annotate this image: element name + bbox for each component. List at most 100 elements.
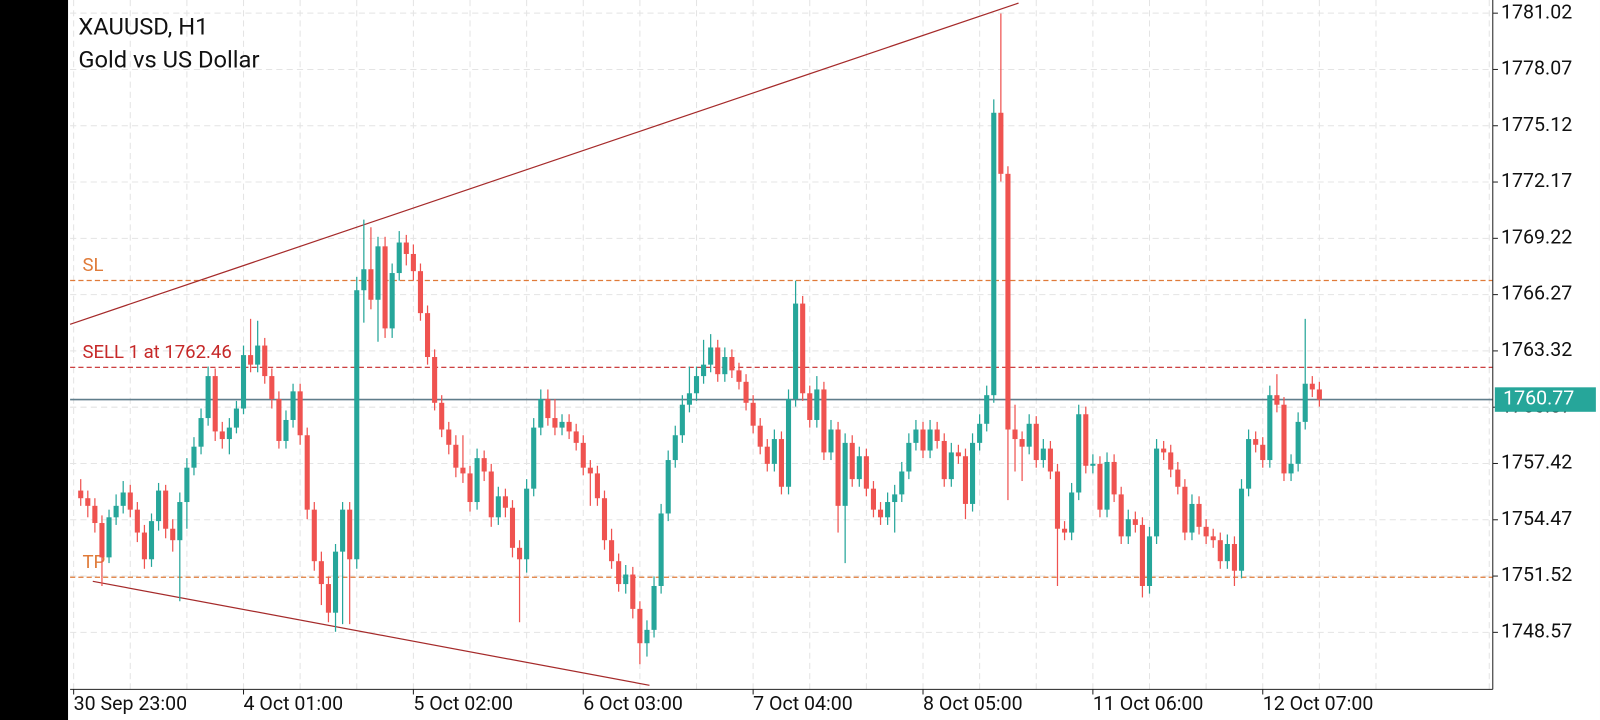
candle-body (651, 585, 657, 630)
candle-body (1104, 461, 1110, 510)
candle-body (658, 513, 664, 586)
candle-body (984, 395, 990, 424)
candle-body (509, 507, 516, 548)
candle-body (778, 439, 784, 487)
candle-body (255, 345, 261, 365)
candle-body (948, 452, 954, 480)
candle-body (502, 496, 508, 508)
candle-body (127, 492, 133, 510)
candle-body (1182, 486, 1188, 533)
candle-body (715, 347, 721, 375)
candle-body (141, 532, 147, 560)
candle-body (736, 370, 742, 382)
chart-subtitle: Gold vs US Dollar (78, 46, 259, 74)
candle-body (226, 427, 232, 440)
y-tick-label: 1754.47 (1501, 507, 1572, 530)
candle-body (375, 246, 381, 300)
candle-body (814, 389, 820, 420)
candle-body (1288, 463, 1294, 474)
candle-body (198, 418, 204, 447)
candle-body (1274, 395, 1280, 405)
candle-body (474, 458, 480, 503)
candle-body (708, 347, 714, 365)
candle-body (325, 584, 331, 613)
y-tick-label: 1757.42 (1501, 451, 1572, 474)
candle-body (439, 402, 445, 430)
candle-body (396, 242, 402, 274)
candle-body (283, 419, 289, 441)
candle-body (771, 439, 777, 464)
candle-body (601, 498, 608, 541)
candle-body (297, 391, 303, 436)
x-tick-label: 5 Oct 02:00 (413, 692, 513, 715)
y-tick-label: 1751.52 (1501, 563, 1572, 586)
x-tick-label: 8 Oct 05:00 (923, 692, 1023, 715)
candle-body (276, 398, 282, 441)
candle-body (1047, 448, 1053, 472)
candle-body (92, 505, 98, 524)
candle-body (587, 467, 593, 474)
candle-body (580, 442, 586, 468)
candle-body (672, 435, 678, 461)
candle-body (991, 112, 997, 396)
candle-body (531, 427, 537, 489)
candle-body (304, 435, 310, 510)
candle-body (1168, 452, 1174, 470)
candle-body (962, 456, 969, 504)
candle-body (545, 398, 551, 419)
candle-body (1040, 448, 1046, 461)
candle-body (1281, 404, 1287, 474)
candle-body (99, 523, 105, 558)
candle-body (842, 442, 848, 506)
candle-body (361, 269, 367, 291)
candle-body (134, 509, 140, 533)
candle-body (941, 440, 947, 480)
screen-left (68, 0, 110, 720)
candle-body (630, 574, 636, 609)
level-label: SL (82, 254, 103, 276)
level-label: SELL 1 at 1762.46 (82, 341, 231, 363)
trend-line (69, 2, 1019, 325)
candle-body (552, 418, 558, 428)
price-label: 1760.77 (1503, 387, 1574, 410)
candle-body (354, 290, 360, 560)
candle-body (446, 429, 452, 445)
candle-body (1111, 461, 1117, 495)
x-tick-label: 4 Oct 01:00 (244, 692, 344, 715)
candle-body (977, 423, 983, 443)
candle-body (1175, 469, 1181, 487)
candle-body (927, 429, 933, 451)
candle-body (368, 269, 374, 300)
candle-body (679, 404, 685, 436)
candle-body (1132, 519, 1138, 525)
candle-body (920, 429, 926, 451)
price-box (1494, 387, 1596, 412)
candle-body (205, 376, 211, 419)
candle-body (389, 273, 395, 329)
candle-body (417, 271, 424, 314)
candle-body (616, 561, 622, 585)
candle-body (1033, 423, 1039, 461)
candle-body (1146, 536, 1153, 586)
candle-body (807, 393, 813, 420)
candle-body (1161, 448, 1167, 453)
candle-body (665, 460, 671, 514)
candle-body (1267, 395, 1273, 461)
candle-body (1302, 383, 1308, 422)
candle-body (1309, 383, 1315, 390)
candle-body (701, 364, 707, 377)
candle-body (877, 509, 884, 518)
candle-body (693, 376, 700, 394)
candle-body (623, 574, 629, 585)
candle-body (609, 540, 615, 562)
candle-body (1125, 519, 1131, 537)
candle-body (743, 381, 749, 403)
candle-body (1316, 389, 1322, 400)
x-tick-label: 30 Sep 23:00 (74, 692, 187, 715)
candle-body (821, 389, 827, 453)
candle-body (729, 357, 735, 371)
candle-body (1062, 528, 1068, 533)
candle-body (566, 421, 572, 432)
y-tick-label: 1772.17 (1501, 169, 1572, 192)
